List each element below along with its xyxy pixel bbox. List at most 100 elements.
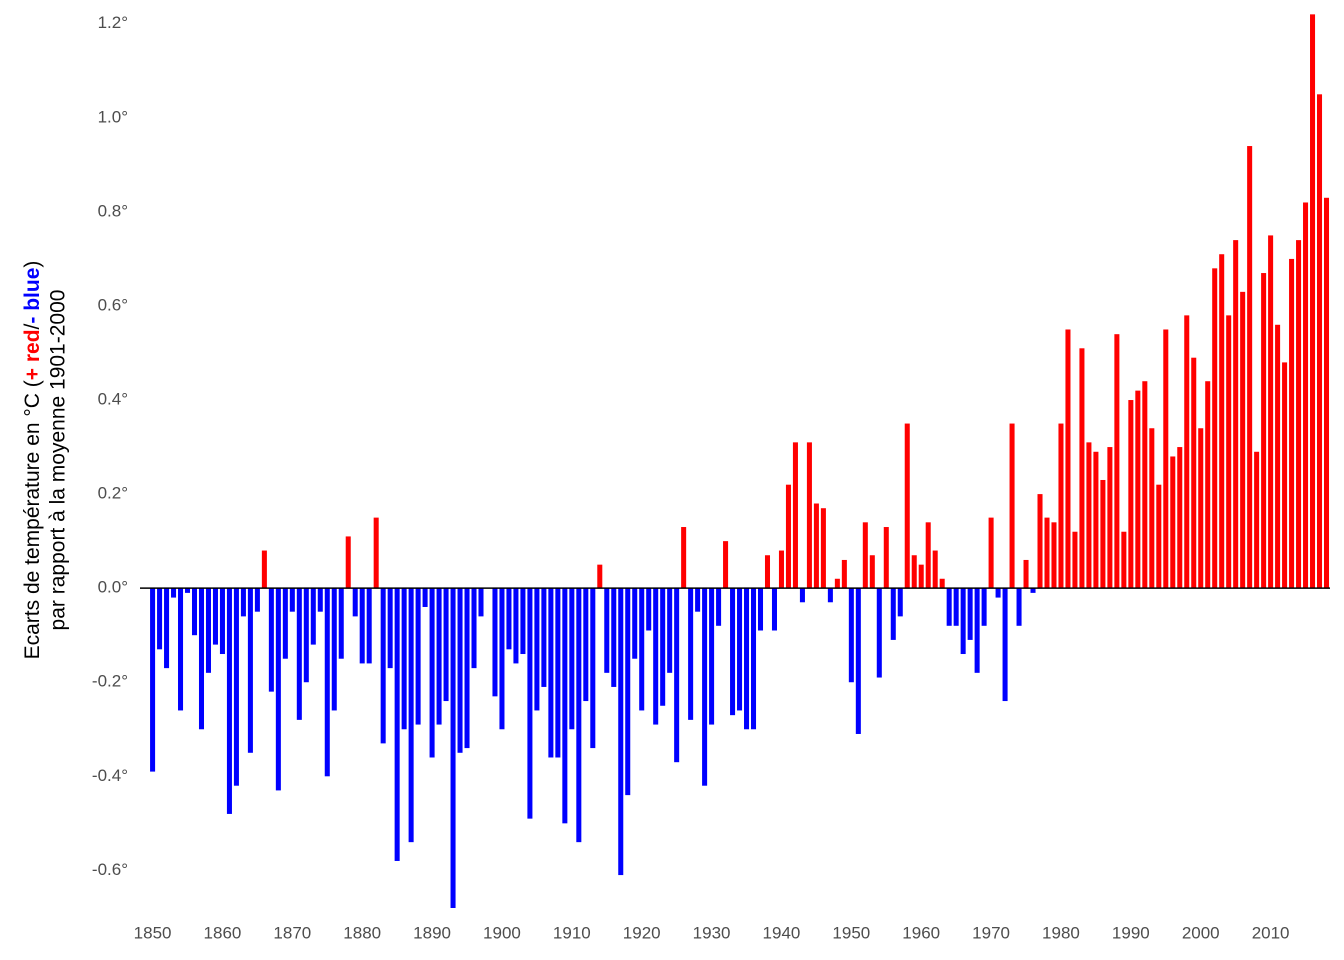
bar [737, 588, 743, 711]
bar [1212, 268, 1218, 589]
x-tick-label: 1970 [972, 923, 1010, 942]
bar [974, 588, 980, 673]
bar [387, 588, 393, 669]
bar [178, 588, 184, 711]
bar [820, 508, 826, 589]
bar [1016, 588, 1022, 626]
bar [233, 588, 239, 786]
bar [1086, 442, 1092, 589]
bar [597, 564, 603, 589]
bar [373, 517, 379, 589]
bar [953, 588, 959, 626]
x-tick-label: 1960 [902, 923, 940, 942]
bar [1296, 240, 1302, 589]
x-tick-label: 1870 [273, 923, 311, 942]
bar [1317, 94, 1323, 589]
bar [653, 588, 659, 725]
bar [848, 588, 854, 683]
bar [632, 588, 638, 659]
bar [506, 588, 512, 650]
bar [408, 588, 414, 843]
bar [303, 588, 309, 683]
bar [660, 588, 666, 706]
bar [583, 588, 589, 702]
bar [890, 588, 896, 640]
bar [988, 517, 994, 589]
bar [1254, 451, 1260, 589]
y-title-red: + red [21, 329, 44, 380]
bar [695, 588, 701, 612]
bar [520, 588, 526, 655]
x-tick-label: 1900 [483, 923, 521, 942]
bar [1219, 254, 1225, 589]
bar [415, 588, 421, 725]
y-axis-title-2: par rapport à la moyenne 1901-2000 [47, 290, 70, 631]
bar [1240, 291, 1246, 589]
y-tick-label: 0.0° [98, 578, 128, 597]
bar [164, 588, 170, 669]
bar [688, 588, 694, 720]
bar [1079, 348, 1085, 589]
bar [450, 588, 456, 908]
bar [492, 588, 498, 697]
bar [289, 588, 295, 612]
bar [646, 588, 652, 631]
y-axis-title: Ecarts de température en °C (+ red/- blu… [21, 261, 44, 660]
bar [1037, 494, 1043, 589]
bar [806, 442, 812, 589]
bar [611, 588, 617, 687]
bar [205, 588, 211, 673]
bar [1191, 357, 1197, 589]
bar [883, 527, 889, 589]
y-title-part: ) [21, 261, 44, 268]
bar [639, 588, 645, 711]
labels: -0.6° -0.4° -0.2° 0.0° 0.2° 0.4° 0.6° 0.8° 1.0° 1… [92, 13, 1290, 942]
bar [443, 588, 449, 702]
bar [792, 442, 798, 589]
bar [191, 588, 198, 636]
bar [785, 484, 791, 589]
bar [1072, 531, 1078, 589]
bar [1247, 146, 1253, 589]
bar [534, 588, 540, 711]
bars [140, 14, 1330, 908]
bar [946, 588, 952, 626]
bar [834, 578, 840, 589]
bar [876, 588, 882, 678]
bar [1058, 423, 1064, 589]
bar [897, 588, 903, 617]
x-tick-label: 1860 [204, 923, 242, 942]
bar [1065, 329, 1071, 589]
bar [681, 527, 687, 589]
x-tick-label: 1910 [553, 923, 591, 942]
bar [429, 588, 435, 758]
bar [268, 588, 274, 692]
bar [981, 588, 987, 626]
bar [150, 588, 156, 772]
y-tick-label: 1.2° [98, 13, 128, 32]
bar [716, 588, 722, 626]
bar [471, 588, 477, 669]
bar [911, 555, 917, 589]
bar [918, 564, 924, 589]
bar [674, 588, 680, 763]
bar [541, 588, 547, 687]
bar [464, 588, 470, 749]
y-tick-label: -0.6° [92, 860, 128, 879]
bar [925, 522, 931, 589]
bar [310, 588, 316, 645]
bar [457, 588, 463, 753]
bar [359, 588, 365, 664]
bar [939, 578, 945, 589]
bar [702, 588, 708, 786]
bar [569, 588, 575, 730]
x-tick-label: 1920 [623, 923, 661, 942]
bar [1135, 390, 1141, 589]
x-tick-label: 1940 [763, 923, 801, 942]
bar [324, 588, 330, 777]
bar [1198, 428, 1204, 589]
bar [1142, 381, 1148, 589]
y-tick-label: 1.0° [98, 107, 128, 126]
bar [548, 588, 554, 758]
